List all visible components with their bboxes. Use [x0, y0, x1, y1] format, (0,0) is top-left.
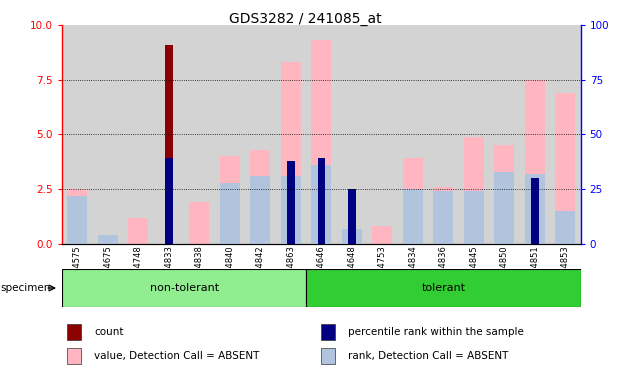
Bar: [220, 182, 240, 244]
Bar: [68, 196, 88, 244]
Bar: [403, 159, 423, 244]
Bar: [276, 25, 306, 244]
Bar: [494, 172, 514, 244]
Bar: [342, 228, 362, 244]
Bar: [312, 40, 331, 244]
Bar: [123, 25, 153, 244]
Bar: [531, 178, 538, 244]
Bar: [464, 191, 484, 244]
Bar: [281, 176, 301, 244]
Bar: [153, 25, 184, 244]
Bar: [337, 25, 367, 244]
Bar: [220, 156, 240, 244]
Bar: [287, 161, 295, 244]
Text: percentile rank within the sample: percentile rank within the sample: [348, 327, 524, 337]
Bar: [367, 25, 397, 244]
Text: GDS3282 / 241085_at: GDS3282 / 241085_at: [230, 12, 382, 25]
Bar: [98, 235, 118, 244]
Bar: [428, 25, 459, 244]
Bar: [373, 226, 392, 244]
Bar: [348, 198, 356, 244]
Bar: [459, 25, 489, 244]
Bar: [433, 187, 453, 244]
Text: specimen: specimen: [1, 283, 51, 293]
Bar: [165, 45, 173, 244]
Bar: [250, 150, 270, 244]
Bar: [520, 25, 550, 244]
Bar: [525, 174, 545, 244]
Bar: [62, 269, 306, 307]
Bar: [306, 25, 337, 244]
Bar: [322, 324, 335, 340]
Bar: [555, 211, 575, 244]
Bar: [433, 191, 453, 244]
Bar: [215, 25, 245, 244]
Bar: [189, 202, 209, 244]
Bar: [317, 159, 325, 244]
Bar: [184, 25, 215, 244]
Bar: [464, 137, 484, 244]
Bar: [68, 189, 88, 244]
Bar: [62, 25, 93, 244]
Bar: [165, 159, 173, 244]
Text: count: count: [94, 327, 124, 337]
Bar: [322, 348, 335, 364]
Bar: [67, 348, 81, 364]
Bar: [397, 25, 428, 244]
Bar: [129, 218, 148, 244]
Bar: [494, 146, 514, 244]
Bar: [403, 189, 423, 244]
Bar: [555, 93, 575, 244]
Text: tolerant: tolerant: [421, 283, 465, 293]
Bar: [306, 269, 581, 307]
Bar: [281, 62, 301, 244]
Bar: [312, 165, 331, 244]
Bar: [67, 324, 81, 340]
Text: value, Detection Call = ABSENT: value, Detection Call = ABSENT: [94, 351, 260, 361]
Bar: [489, 25, 520, 244]
Bar: [250, 176, 270, 244]
Bar: [525, 79, 545, 244]
Bar: [348, 189, 356, 244]
Bar: [550, 25, 581, 244]
Text: non-tolerant: non-tolerant: [150, 283, 219, 293]
Text: rank, Detection Call = ABSENT: rank, Detection Call = ABSENT: [348, 351, 509, 361]
Bar: [245, 25, 276, 244]
Bar: [93, 25, 123, 244]
